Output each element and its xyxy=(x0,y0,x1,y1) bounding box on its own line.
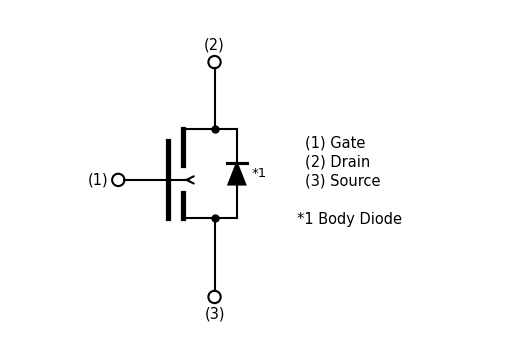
Text: (3): (3) xyxy=(204,307,225,322)
Text: (3) Source: (3) Source xyxy=(305,174,380,189)
Polygon shape xyxy=(229,163,246,185)
Text: (1): (1) xyxy=(88,172,108,187)
Text: (1) Gate: (1) Gate xyxy=(305,135,365,150)
Text: *1 Body Diode: *1 Body Diode xyxy=(297,212,402,227)
Text: *1: *1 xyxy=(251,167,267,180)
Text: (2) Drain: (2) Drain xyxy=(305,155,370,170)
Text: (2): (2) xyxy=(204,37,225,52)
